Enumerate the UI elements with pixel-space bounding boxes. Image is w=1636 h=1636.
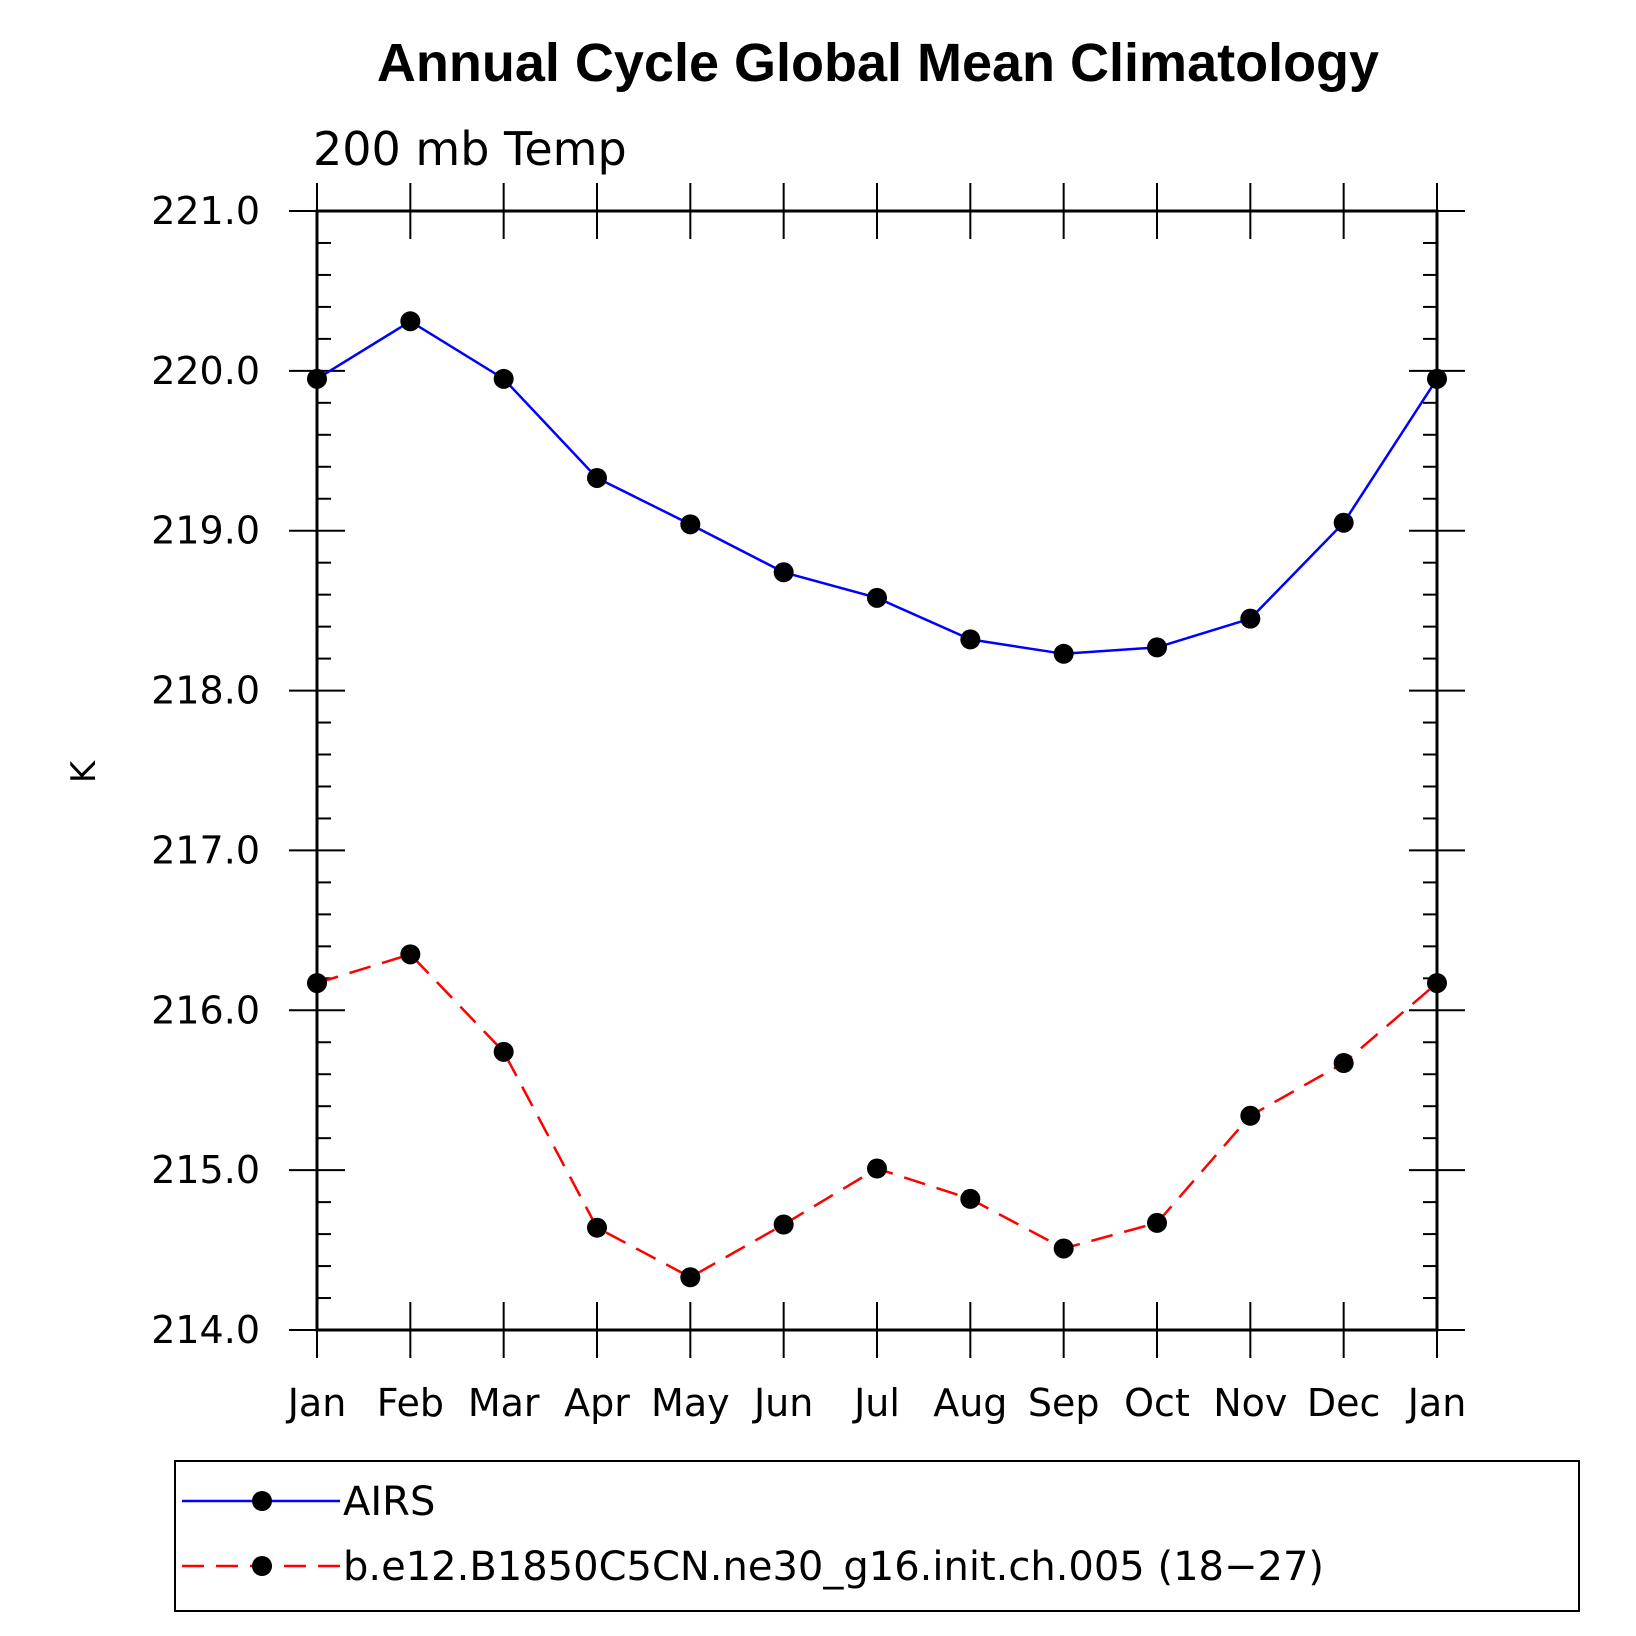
series-1-point (1053, 1238, 1074, 1259)
legend-label-1: b.e12.B1850C5CN.ne30_g16.init.ch.005 (18… (343, 1544, 1324, 1590)
x-tick-label: Nov (1213, 1381, 1287, 1425)
series-1-point (587, 1217, 607, 1238)
x-tick-label: Oct (1124, 1381, 1190, 1425)
x-tick-label: Apr (564, 1381, 630, 1425)
x-tick-label: Dec (1307, 1381, 1381, 1425)
x-axis: Jan Feb Mar Apr May Jun Jul Aug Sep Oct Nov Dec Jan (286, 183, 1467, 1425)
series-1-point (867, 1158, 887, 1179)
x-tick-label: May (651, 1381, 730, 1425)
series-1-point (1147, 1212, 1167, 1233)
series-1-point (1240, 1105, 1261, 1126)
series-layer (307, 311, 1447, 1288)
y-tick-label: 215.0 (151, 1148, 260, 1192)
series-0-point (680, 514, 701, 535)
legend: AIRS b.e12.B1850C5CN.ne30_g16.init.ch.005… (174, 1460, 1580, 1612)
series-0-point (773, 562, 794, 583)
y-tick-label: 217.0 (151, 828, 260, 872)
x-tick-label: Mar (468, 1381, 540, 1425)
series-0-point (867, 587, 887, 608)
chart-subtitle: 200 mb Temp (313, 122, 627, 176)
x-tick-label: Jun (752, 1381, 813, 1425)
series-1-point (1333, 1053, 1354, 1074)
x-tick-label: Feb (377, 1381, 444, 1425)
series-1-point (680, 1267, 701, 1288)
x-tick-label: Jan (286, 1381, 347, 1425)
legend-box (174, 1460, 1580, 1612)
y-tick-label: 214.0 (151, 1308, 260, 1352)
y-axis-label: K (64, 759, 104, 783)
y-tick-label: 220.0 (151, 349, 260, 393)
x-tick-label: Aug (933, 1381, 1007, 1425)
legend-label-0: AIRS (343, 1479, 435, 1525)
series-1-point (400, 944, 421, 965)
series-0-point (307, 368, 327, 389)
y-tick-label: 218.0 (151, 669, 260, 713)
series-1-point (493, 1041, 514, 1062)
y-tick-label: 216.0 (151, 988, 260, 1032)
series-0-point (1147, 637, 1167, 658)
chart-title: Annual Cycle Global Mean Climatology (377, 33, 1379, 93)
x-tick-label: Jul (852, 1381, 900, 1425)
x-tick-label: Sep (1028, 1381, 1100, 1425)
series-0-point (493, 368, 514, 389)
series-0-point (1053, 643, 1074, 664)
series-line-1 (316, 952, 1438, 1279)
series-0-point (960, 629, 981, 650)
legend-marker-0 (252, 1491, 272, 1511)
x-tick-label: Jan (1406, 1381, 1467, 1425)
y-axis: 214.0 215.0 216.0 217.0 218.0 219.0 220.0 221.0 (151, 189, 1465, 1352)
series-0-point (1333, 512, 1354, 533)
series-1-point (307, 973, 327, 994)
y-tick-label: 219.0 (151, 509, 260, 553)
series-0-point (400, 311, 421, 332)
y-tick-label: 221.0 (151, 189, 260, 233)
series-1-point (960, 1188, 981, 1209)
series-0-point (1427, 368, 1447, 389)
series-1-point (773, 1214, 794, 1235)
legend-marker-1 (252, 1556, 272, 1576)
series-1-point (1427, 973, 1447, 994)
series-0-point (1240, 608, 1261, 629)
series-0-point (587, 467, 607, 488)
